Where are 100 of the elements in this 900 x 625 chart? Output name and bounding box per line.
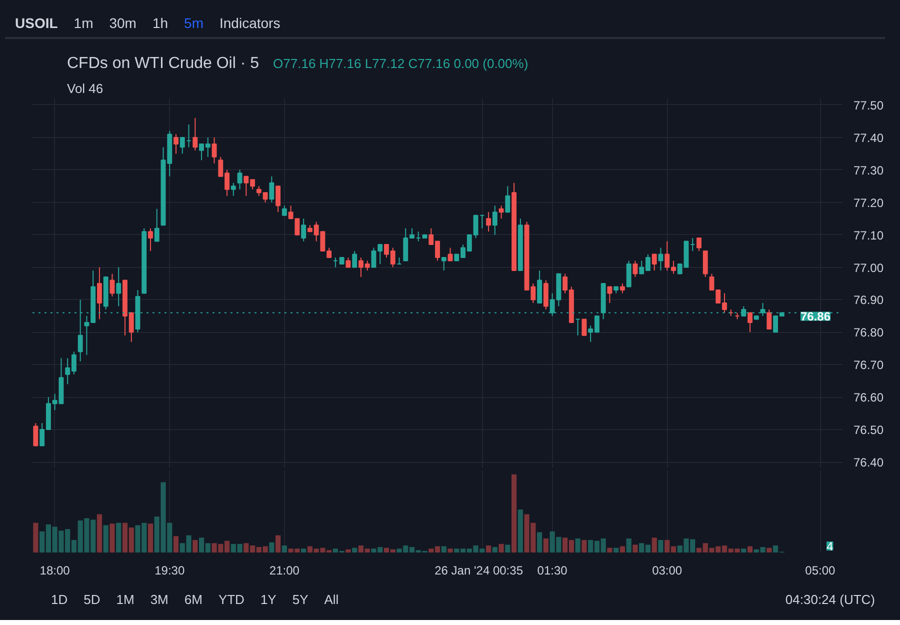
bar [607, 548, 612, 552]
bar [511, 474, 517, 552]
candlestick [492, 205, 498, 236]
text: 6M [184, 592, 202, 607]
candlestick [269, 176, 274, 203]
bar [543, 538, 548, 552]
bar [192, 540, 198, 552]
chart-title: CFDs on WTI Crude Oil · 5 [67, 55, 260, 72]
candlestick [766, 308, 772, 330]
y-tick-label: 77.00 [854, 260, 884, 275]
candlestick [537, 270, 542, 304]
text: 04:30:24 (UTC) [785, 591, 875, 609]
text: 1D [51, 592, 68, 607]
candlestick [282, 205, 287, 216]
bar [492, 547, 498, 552]
bar [620, 546, 626, 552]
candlestick [148, 228, 153, 252]
text: 5m [184, 15, 204, 31]
x-tick-label: 03:00 [652, 564, 682, 578]
bar [448, 548, 453, 552]
y-tick-label: 77.20 [854, 196, 884, 210]
y-tick-label: 76.70 [854, 358, 884, 372]
candlestick [96, 266, 102, 320]
candlestick [276, 186, 281, 213]
bar [741, 548, 746, 552]
bar [276, 535, 281, 552]
ref-line-label: 76.86 [800, 310, 831, 324]
candlestick [192, 117, 198, 151]
candlestick [116, 266, 122, 307]
bar [269, 542, 274, 552]
candlestick [632, 260, 638, 278]
x-tick-label: 26 Jan '24 00:35 [434, 564, 524, 578]
text: Vol 46 [67, 80, 104, 98]
candlestick [174, 134, 178, 154]
text: USOIL [15, 15, 58, 31]
bar [614, 548, 619, 552]
x-tick-label: 21:00 [269, 564, 300, 578]
candlestick [620, 283, 625, 294]
text: YTD [218, 592, 244, 607]
y-tick-label: 77.50 [854, 98, 884, 112]
y-tick-label: 76.40 [854, 456, 884, 470]
bar [33, 522, 38, 552]
y-tick-label: 76.90 [854, 293, 884, 308]
bar [110, 524, 115, 552]
candlestick [658, 247, 664, 272]
bar [658, 540, 664, 552]
candlestick [652, 254, 657, 272]
candlestick [301, 218, 306, 242]
y-tick-label: 77.30 [854, 163, 884, 178]
x-tick-label: 01:30 [537, 564, 568, 578]
bar [116, 522, 122, 552]
text: 3M [150, 592, 168, 607]
candlestick [626, 260, 632, 288]
bar [148, 524, 154, 552]
x-tick-label: 19:30 [154, 564, 185, 578]
bar [498, 544, 504, 552]
candlestick [543, 280, 548, 310]
candlestick [110, 273, 115, 297]
y-tick-label: 76.60 [854, 390, 884, 405]
candlestick [448, 247, 453, 262]
y-tick-label: 76.80 [854, 326, 884, 340]
text: 5Y [292, 592, 308, 607]
bar [747, 546, 753, 552]
candlestick [212, 136, 217, 164]
bar [518, 510, 523, 552]
candlestick [237, 169, 242, 190]
candlestick [441, 257, 446, 272]
bar [652, 538, 657, 552]
bar [441, 546, 446, 552]
bar [352, 548, 358, 552]
text: All [324, 592, 339, 607]
bar [505, 544, 510, 552]
candlestick [696, 238, 702, 252]
y-tick-label: 77.40 [854, 130, 884, 145]
candlestick [505, 186, 510, 213]
bar [96, 514, 102, 552]
candlestick [607, 286, 612, 304]
y-tick-label: 76.50 [854, 423, 884, 438]
bar [582, 540, 587, 552]
bar [626, 538, 632, 552]
bar [282, 545, 287, 552]
bar [766, 548, 772, 552]
bar [575, 538, 580, 552]
candlestick [230, 182, 236, 196]
text: Indicators [220, 15, 280, 31]
y-tick-label: 77.10 [854, 228, 884, 242]
bar [486, 545, 492, 552]
candlestick [486, 212, 491, 232]
candlestick [346, 257, 351, 268]
candlestick [154, 208, 160, 242]
bar [346, 549, 351, 552]
chart-subtitle: O77.16 H77.16 L77.12 C77.16 0.00 (0.00%) [273, 56, 528, 71]
candlestick [702, 250, 708, 278]
candlestick [582, 318, 587, 336]
bar [103, 525, 108, 552]
annotation: 4 [826, 540, 834, 554]
candlestick [33, 422, 38, 446]
candlestick [352, 250, 358, 268]
text: 1M [116, 592, 134, 607]
text: 1Y [260, 592, 276, 607]
